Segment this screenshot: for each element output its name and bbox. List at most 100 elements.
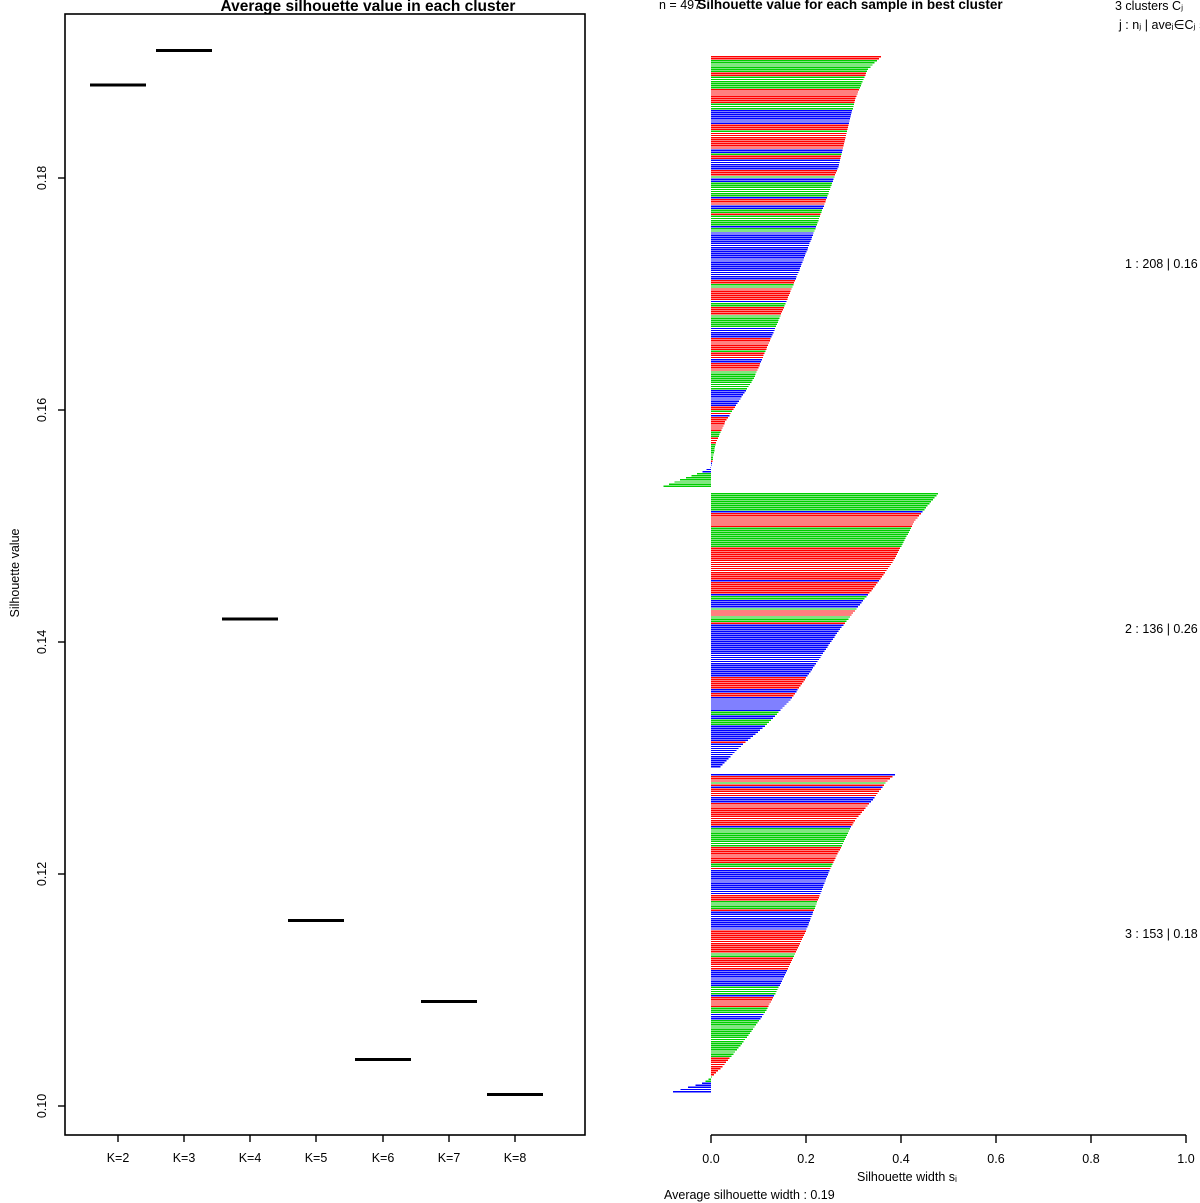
silhouette-bar [711,219,819,222]
left-chart-title: Average silhouette value in each cluster [220,0,516,15]
silhouette-bar [711,199,827,201]
silhouette-bar [706,468,712,471]
silhouette-bar [711,205,824,207]
silhouette-bar [711,309,783,311]
silhouette-bar [711,89,860,91]
silhouette-bar [711,622,845,624]
silhouette-bar [711,99,855,101]
silhouette-bar [711,1040,744,1043]
silhouette-bar [711,126,849,128]
silhouette-bar [711,965,790,968]
silhouette-bar [711,834,847,836]
silhouette-bar [711,832,849,834]
silhouette-bar [711,300,787,303]
silhouette-bar [711,101,855,103]
silhouette-bar [711,547,901,549]
silhouette-bar [711,433,720,435]
silhouette-bar [711,172,836,174]
silhouette-bar [711,1013,764,1016]
silhouette-bar [711,805,868,807]
silhouette-bar [711,826,852,828]
silhouette-bar [711,755,731,758]
silhouette-bar [711,853,838,855]
silhouette-bar [711,786,883,788]
silhouette-bar [711,932,806,934]
silhouette-bar [711,421,726,423]
silhouette-bar [711,561,893,564]
silhouette-bar [711,431,721,433]
silhouette-bar [711,959,793,961]
silhouette-bar [711,541,904,543]
silhouette-bar [711,222,818,224]
silhouette-bar [711,269,800,272]
silhouette-bar [711,141,845,143]
silhouette-bar [711,803,870,805]
silhouette-bar [711,888,823,891]
silhouette-bar [711,68,869,70]
silhouette-plot: 0.0 0.2 0.4 0.6 0.8 1.0 [663,56,1195,1166]
silhouette-bar [711,224,817,226]
silhouette-bar [711,778,890,780]
silhouette-bar [711,460,713,462]
silhouette-bar [711,517,918,519]
silhouette-bar [711,1017,761,1020]
silhouette-bar [711,163,840,166]
silhouette-bar [711,695,794,697]
silhouette-bar [711,811,863,813]
silhouette-bar [711,427,723,429]
x-tick-label: 1.0 [1177,1152,1194,1166]
silhouette-bar [711,955,795,957]
silhouette-bar [711,509,925,511]
silhouette-bar [711,109,853,112]
right-chart-xlabel: Silhouette width sᵢ [857,1170,957,1184]
silhouette-bar [711,945,799,947]
silhouette-bar [711,1068,721,1070]
silhouette-bar [711,165,839,168]
silhouette-bar [711,586,875,588]
avg-silhouette-chart: 0.10 0.12 0.14 0.16 0.18 K=2 K=3 K=4 K=5 K=6 K=7 K=… [35,13,586,1165]
silhouette-bar [711,780,888,782]
silhouette-bar [711,737,751,740]
silhouette-bar [711,600,864,602]
silhouette-bar [711,1051,736,1053]
silhouette-bar [673,1090,711,1093]
silhouette-bar [711,203,825,205]
silhouette-bar [711,1009,767,1011]
silhouette-bar [711,664,815,667]
silhouette-bar [711,367,759,369]
cluster-2-label: 2 : 136 | 0.26 [1125,622,1198,636]
x-tick-label: K=8 [504,1151,527,1165]
silhouette-bar [711,630,839,632]
cluster-1-label: 1 : 208 | 0.16 [1125,257,1198,271]
silhouette-bar [711,317,780,319]
silhouette-bar [711,290,791,292]
silhouette-bar [711,882,825,884]
silhouette-bar [711,828,851,830]
silhouette-bar [691,475,711,477]
silhouette-bar [711,242,810,245]
silhouette-bar [711,1028,753,1030]
silhouette-bar [711,456,714,458]
silhouette-bar [711,577,881,580]
silhouette-bar [711,112,852,114]
silhouette-bar [711,1026,755,1028]
cluster-2-bars [711,493,938,768]
silhouette-bar [711,1030,752,1032]
silhouette-bar [711,606,859,608]
silhouette-bar [711,974,786,976]
silhouette-bar [711,569,887,572]
silhouette-bar [663,485,711,487]
silhouette-bar [711,930,806,932]
silhouette-bar [711,327,776,330]
silhouette-bar [711,563,891,566]
silhouette-bar [711,211,822,213]
silhouette-bar [674,481,712,483]
silhouette-bar [711,404,737,406]
silhouette-bar [711,521,915,523]
silhouette-bar [711,604,860,606]
silhouette-bar [711,519,916,521]
silhouette-bar [711,381,752,384]
silhouette-bar [711,72,867,74]
silhouette-bar [711,815,859,818]
silhouette-bar [711,685,801,687]
